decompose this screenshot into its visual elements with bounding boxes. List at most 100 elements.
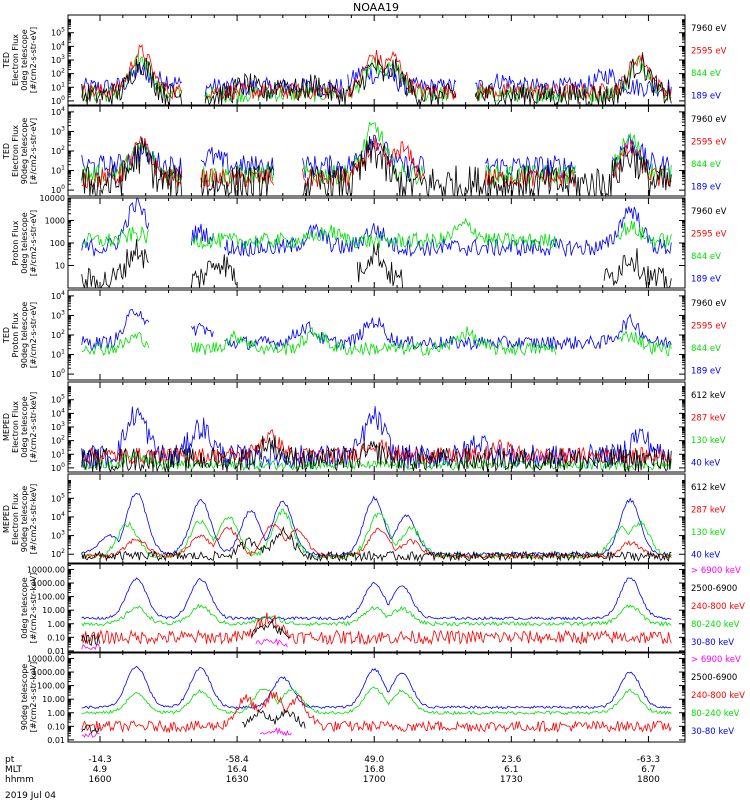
y-tick-label: 101 xyxy=(51,165,65,176)
y-axis-label: 90deg telescope xyxy=(20,118,29,185)
y-axis-label: TED xyxy=(2,327,11,344)
y-tick-exponent: 4 xyxy=(61,407,65,414)
y-tick-label: 100.00 xyxy=(37,593,65,602)
y-tick-label: 0.10 xyxy=(47,722,65,731)
y-tick-label: 103 xyxy=(51,530,65,541)
y-tick-label: 1.00 xyxy=(47,709,65,718)
panel-8: 10000.00 1000.00 100.00 10.00 1.00 0.10 0.01 90… xyxy=(20,651,745,745)
y-tick-exponent: 1 xyxy=(61,165,65,172)
y-axis-label: Electron Flux xyxy=(11,34,20,86)
x-tick-label-hhmm: 1800 xyxy=(637,775,660,785)
x-row-label: MLT xyxy=(5,765,23,775)
y-axis-label: [#/cm2-s-str-eV] xyxy=(29,302,38,368)
legend-entry: 2595 eV xyxy=(691,47,727,57)
y-tick-label: 103 xyxy=(51,54,65,65)
legend-entry: 2595 eV xyxy=(691,138,727,148)
y-tick-exponent: 3 xyxy=(61,421,65,428)
x-tick-label-pt: 23.6 xyxy=(501,755,521,765)
legend-entry: 240-800 keV xyxy=(691,691,745,701)
y-tick-exponent: 2 xyxy=(61,329,65,336)
y-axis-label: Electron Flux xyxy=(11,401,20,453)
legend-entry: 7960 eV xyxy=(691,115,727,125)
series-line-black xyxy=(81,54,672,107)
series-line-black xyxy=(81,239,672,289)
y-axis-label: TED xyxy=(2,143,11,160)
panel-frame xyxy=(67,197,686,289)
y-axis-label: Proton Flux xyxy=(11,312,20,357)
y-axis-label: 0deg telescope xyxy=(20,212,29,273)
legend-entry: 7960 eV xyxy=(691,299,727,309)
y-tick-exponent: 0 xyxy=(61,184,65,191)
series-line-magenta xyxy=(81,727,292,738)
series-line-green xyxy=(81,508,672,560)
legend-entry: 2595 eV xyxy=(691,322,727,332)
panel-7: 10000.00 1000.00 100.00 10.00 1.00 0.10 0.01 0d… xyxy=(20,562,745,656)
panel-6: 102 103 104 105 MEPED Electron Flux 90deg tele… xyxy=(2,473,726,565)
y-tick-label: 104 xyxy=(51,407,65,418)
x-tick-label-hhmm: 1730 xyxy=(500,775,523,785)
series-line-black xyxy=(81,618,292,647)
chart-title: NOAA19 xyxy=(353,1,399,14)
y-tick-label: 0.10 xyxy=(47,633,65,642)
legend-entry: 2500-6900 xyxy=(691,584,737,594)
panel-3: 10000 1000 100 10 Proton Flux 0deg telescope[… xyxy=(11,194,727,289)
series-line-green xyxy=(81,451,672,472)
y-tick-exponent: 4 xyxy=(61,106,65,113)
y-tick-label: 104 xyxy=(51,40,65,51)
legend-entry: 844 eV xyxy=(691,160,721,170)
y-tick-exponent: 2 xyxy=(61,548,65,555)
x-tick-label-pt: 49.0 xyxy=(364,755,384,765)
y-tick-label: 1000.00 xyxy=(32,668,65,677)
y-axis-label: TED xyxy=(2,52,11,69)
y-tick-exponent: 0 xyxy=(61,368,65,375)
y-tick-label: 100 xyxy=(51,95,65,106)
legend-entry: 130 keV xyxy=(691,436,726,446)
y-tick-label: 102 xyxy=(51,329,65,340)
y-axis-label: 90deg telescope xyxy=(20,302,29,369)
legend-entry: 80-240 keV xyxy=(691,709,740,719)
y-tick-label: 103 xyxy=(51,125,65,136)
y-tick-exponent: 4 xyxy=(61,290,65,297)
legend-entry: 287 keV xyxy=(691,414,726,424)
x-row-label: hhmm xyxy=(5,775,34,785)
y-tick-exponent: 5 xyxy=(61,27,65,34)
y-tick-exponent: 5 xyxy=(61,394,65,401)
y-tick-label: 10.00 xyxy=(42,606,65,615)
y-tick-exponent: 2 xyxy=(61,68,65,75)
x-tick-label-mlt: 6.1 xyxy=(504,765,518,775)
y-tick-exponent: 5 xyxy=(61,492,65,499)
y-tick-label: 102 xyxy=(51,145,65,156)
panel-frame xyxy=(67,289,686,381)
y-axis-label: 90deg telescope xyxy=(20,486,29,553)
legend-entry: 80-240 keV xyxy=(691,620,740,630)
y-tick-label: 1000 xyxy=(45,217,65,226)
y-tick-label: 101 xyxy=(51,81,65,92)
y-tick-label: 105 xyxy=(51,394,65,405)
y-tick-exponent: 1 xyxy=(61,349,65,356)
legend-entry: 30-80 keV xyxy=(691,638,734,648)
series-line-black xyxy=(81,136,672,198)
legend-entry: 40 keV xyxy=(691,551,720,561)
series-line-black xyxy=(81,526,672,563)
y-tick-label: 10000.00 xyxy=(27,565,65,574)
y-axis-label: Proton Flux xyxy=(11,220,20,265)
x-tick-label-pt: -58.4 xyxy=(225,755,249,765)
x-tick-label-hhmm: 1700 xyxy=(363,775,386,785)
legend-entry: > 6900 keV xyxy=(691,655,741,665)
legend-entry: 612 keV xyxy=(691,391,726,401)
legend-entry: 7960 eV xyxy=(691,24,727,34)
series-line-green xyxy=(81,326,672,356)
series-line-blue xyxy=(81,665,672,710)
y-tick-label: 104 xyxy=(51,511,65,522)
x-tick-label-mlt: 16.4 xyxy=(227,765,247,775)
panel-frame xyxy=(67,562,686,654)
y-tick-label: 100 xyxy=(51,184,65,195)
y-tick-exponent: 3 xyxy=(61,54,65,61)
legend-entry: 844 eV xyxy=(691,252,721,262)
legend-entry: 844 eV xyxy=(691,344,721,354)
